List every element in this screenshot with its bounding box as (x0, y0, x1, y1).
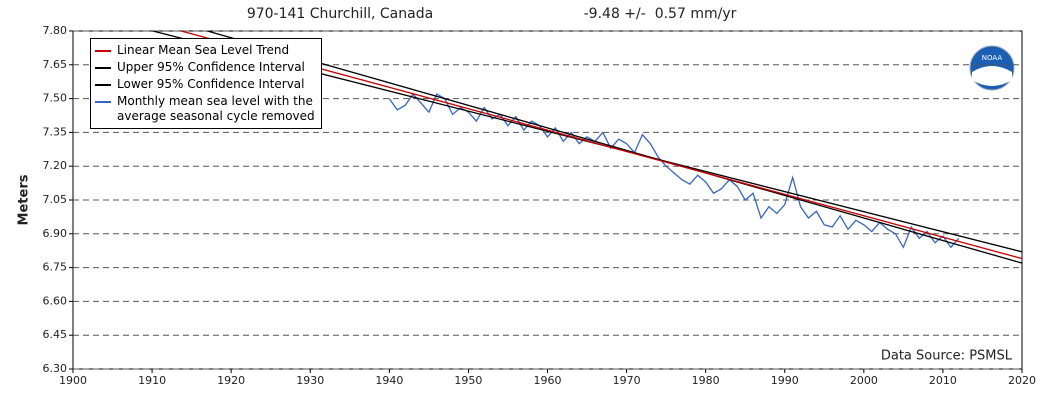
legend-item: Lower 95% Confidence Interval (95, 77, 317, 92)
x-tick-label: 1990 (771, 374, 799, 387)
logo: NOAA (969, 45, 1015, 91)
legend-swatch (95, 67, 111, 69)
legend-label: Lower 95% Confidence Interval (117, 77, 305, 91)
x-tick-label: 1910 (138, 374, 166, 387)
legend-swatch (95, 50, 111, 52)
logo-text: NOAA (982, 54, 1003, 62)
legend-item: Linear Mean Sea Level Trend (95, 43, 317, 58)
y-tick-label: 7.05 (43, 193, 68, 206)
y-tick-label: 7.80 (43, 24, 68, 37)
trend-text: -9.48 +/- 0.57 mm/yr (584, 6, 737, 22)
x-tick-label: 1950 (454, 374, 482, 387)
chart-title: 970-141 Churchill, Canada (247, 6, 433, 22)
y-tick-label: 6.60 (43, 294, 68, 307)
x-tick-label: 2010 (929, 374, 957, 387)
legend-label: Linear Mean Sea Level Trend (117, 43, 290, 57)
x-tick-label: 1970 (613, 374, 641, 387)
x-tick-label: 1900 (59, 374, 87, 387)
x-tick-label: 2000 (850, 374, 878, 387)
y-tick-label: 7.50 (43, 92, 68, 105)
legend-label: Upper 95% Confidence Interval (117, 60, 305, 74)
series-line (205, 31, 1022, 264)
y-tick-label: 7.35 (43, 125, 68, 138)
y-tick-label: 7.65 (43, 58, 68, 71)
logo-wave (972, 66, 1012, 86)
x-tick-label: 2020 (1008, 374, 1036, 387)
x-tick-label: 1980 (692, 374, 720, 387)
y-tick-label: 7.20 (43, 159, 68, 172)
x-tick-label: 1920 (217, 374, 245, 387)
y-axis-label: Meters (17, 174, 32, 225)
y-tick-label: 6.75 (43, 261, 68, 274)
legend-swatch (95, 84, 111, 86)
legend-item: Upper 95% Confidence Interval (95, 60, 317, 75)
legend-swatch (95, 101, 111, 103)
annotation: Data Source: PSMSL (881, 349, 1013, 364)
y-tick-label: 6.45 (43, 328, 68, 341)
legend-label: Monthly mean sea level with the average … (117, 94, 315, 123)
x-tick-label: 1930 (296, 374, 324, 387)
y-tick-label: 6.30 (43, 362, 68, 375)
y-tick-label: 6.90 (43, 227, 68, 240)
x-tick-label: 1940 (375, 374, 403, 387)
series-line (388, 93, 960, 249)
legend: Linear Mean Sea Level Trend Upper 95% Con… (90, 38, 322, 129)
x-tick-label: 1960 (534, 374, 562, 387)
legend-item: Monthly mean sea level with the average … (95, 94, 317, 124)
